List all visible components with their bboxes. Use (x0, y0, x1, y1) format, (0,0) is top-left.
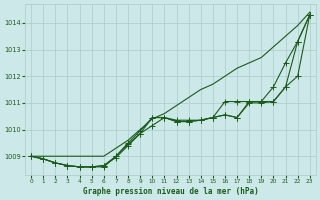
X-axis label: Graphe pression niveau de la mer (hPa): Graphe pression niveau de la mer (hPa) (83, 187, 258, 196)
